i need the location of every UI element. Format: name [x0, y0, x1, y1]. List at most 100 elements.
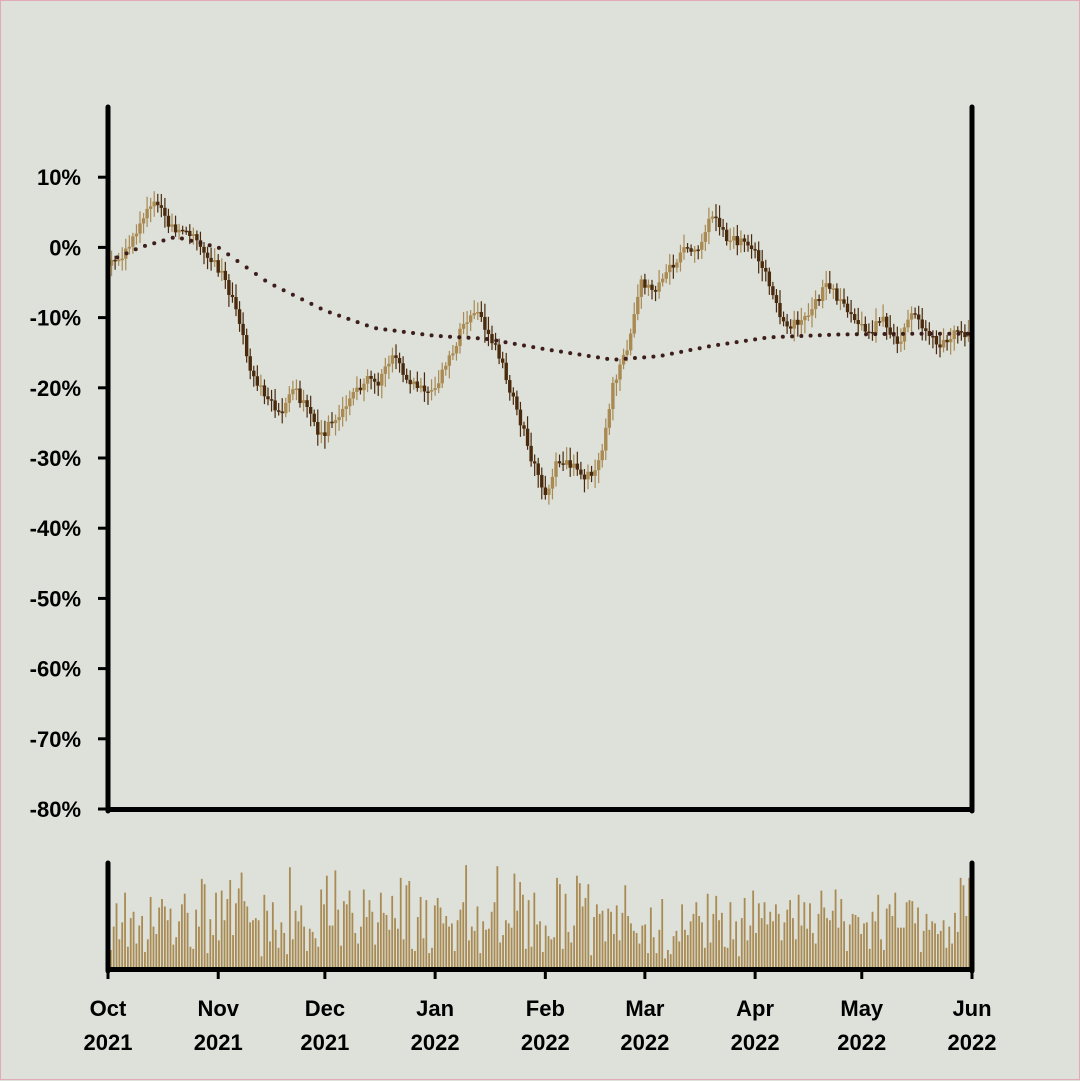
- volume-bar: [536, 924, 539, 969]
- volume-bar: [286, 954, 288, 969]
- candle: [156, 193, 160, 213]
- candle: [490, 325, 494, 351]
- volume-bar: [897, 927, 900, 969]
- volume-bar: [459, 909, 462, 969]
- volume-bar: [220, 890, 223, 969]
- volume-bar: [576, 875, 578, 969]
- volume-bar: [854, 914, 857, 969]
- volume-bar: [942, 920, 945, 969]
- volume-bar: [453, 950, 456, 969]
- volume-bar: [519, 882, 522, 969]
- volume-bar: [288, 867, 291, 969]
- candle: [500, 351, 505, 369]
- candle: [724, 222, 729, 246]
- x-tick-year: 2022: [521, 1030, 570, 1055]
- volume-bar: [337, 909, 340, 969]
- candle: [643, 273, 647, 295]
- volume-bar: [857, 917, 860, 969]
- candle-body: [337, 417, 341, 421]
- volume-bar: [718, 920, 720, 969]
- candle-body: [717, 217, 722, 228]
- volume-bar: [627, 916, 630, 969]
- candle-body: [372, 378, 377, 382]
- volume-bar: [914, 923, 917, 969]
- candle-body: [131, 236, 135, 247]
- moving-average-point: [355, 320, 360, 325]
- candle-body: [607, 409, 612, 428]
- volume-bar: [564, 893, 567, 969]
- candle: [152, 191, 156, 217]
- candle: [817, 294, 821, 306]
- volume-bar: [891, 916, 894, 969]
- candle: [237, 301, 242, 332]
- volume-bar: [735, 921, 738, 969]
- candle: [934, 330, 939, 355]
- volume-bar: [706, 893, 709, 969]
- candle-body: [159, 205, 164, 208]
- moving-average-point: [817, 333, 822, 338]
- candle-body: [749, 245, 754, 250]
- candle-body: [536, 463, 540, 475]
- candle-body: [291, 389, 295, 395]
- candle: [678, 244, 683, 272]
- volume-bar: [234, 903, 237, 969]
- moving-average-point: [623, 356, 628, 361]
- candle-body: [543, 487, 548, 495]
- candle-body: [244, 335, 249, 357]
- candle-body: [191, 234, 196, 237]
- candle: [529, 432, 533, 467]
- candle: [465, 311, 469, 338]
- candle-body: [145, 208, 149, 219]
- candle-body: [810, 309, 814, 316]
- volume-bar: [132, 911, 135, 969]
- volume-bar: [638, 943, 641, 969]
- volume-bar: [198, 926, 200, 969]
- candle: [376, 372, 380, 396]
- volume-bar: [291, 939, 294, 969]
- volume-bar: [848, 924, 851, 969]
- candle-body: [241, 323, 245, 336]
- volume-bar: [516, 910, 519, 969]
- candle-body: [956, 330, 960, 332]
- candle-body: [582, 474, 587, 480]
- moving-average-point: [660, 353, 665, 358]
- volume-bar: [166, 920, 169, 969]
- x-tick-month: Nov: [197, 996, 239, 1021]
- volume-bar: [956, 931, 959, 969]
- candle-body: [671, 264, 676, 268]
- candle: [518, 401, 523, 437]
- candle-body: [287, 394, 292, 403]
- volume-bar: [351, 912, 354, 969]
- x-axis-ticks: Oct 2021 Nov 2021 Dec 2021 Jan 2022 Feb 2022 Mar 20…: [84, 969, 996, 1055]
- candle: [415, 371, 420, 392]
- candle: [771, 281, 775, 300]
- volume-bar: [206, 953, 209, 969]
- candle: [280, 398, 284, 424]
- volume-bar: [274, 929, 277, 969]
- candle: [564, 447, 569, 470]
- candle-body: [906, 319, 910, 328]
- candle-body: [170, 224, 174, 227]
- candle-body: [468, 315, 473, 323]
- volume-bar: [720, 912, 723, 969]
- candle: [305, 394, 309, 418]
- volume-bar: [129, 918, 132, 969]
- volume-bar: [581, 906, 584, 969]
- volume-bar: [766, 924, 769, 969]
- moving-average-point: [928, 331, 933, 336]
- x-tick-year: 2021: [300, 1030, 349, 1055]
- candle-body: [564, 460, 569, 465]
- candle: [113, 255, 117, 270]
- candle: [696, 245, 700, 260]
- volume-bar: [490, 911, 493, 969]
- candle-body: [678, 252, 683, 263]
- candle-body: [863, 323, 868, 332]
- volume-bar: [544, 925, 547, 969]
- candle: [810, 297, 814, 328]
- candle: [244, 328, 249, 363]
- candle-body: [547, 488, 551, 495]
- volume-bar: [360, 926, 362, 969]
- volume-bar: [539, 921, 541, 969]
- volume-bar: [655, 953, 658, 969]
- candle: [899, 328, 903, 352]
